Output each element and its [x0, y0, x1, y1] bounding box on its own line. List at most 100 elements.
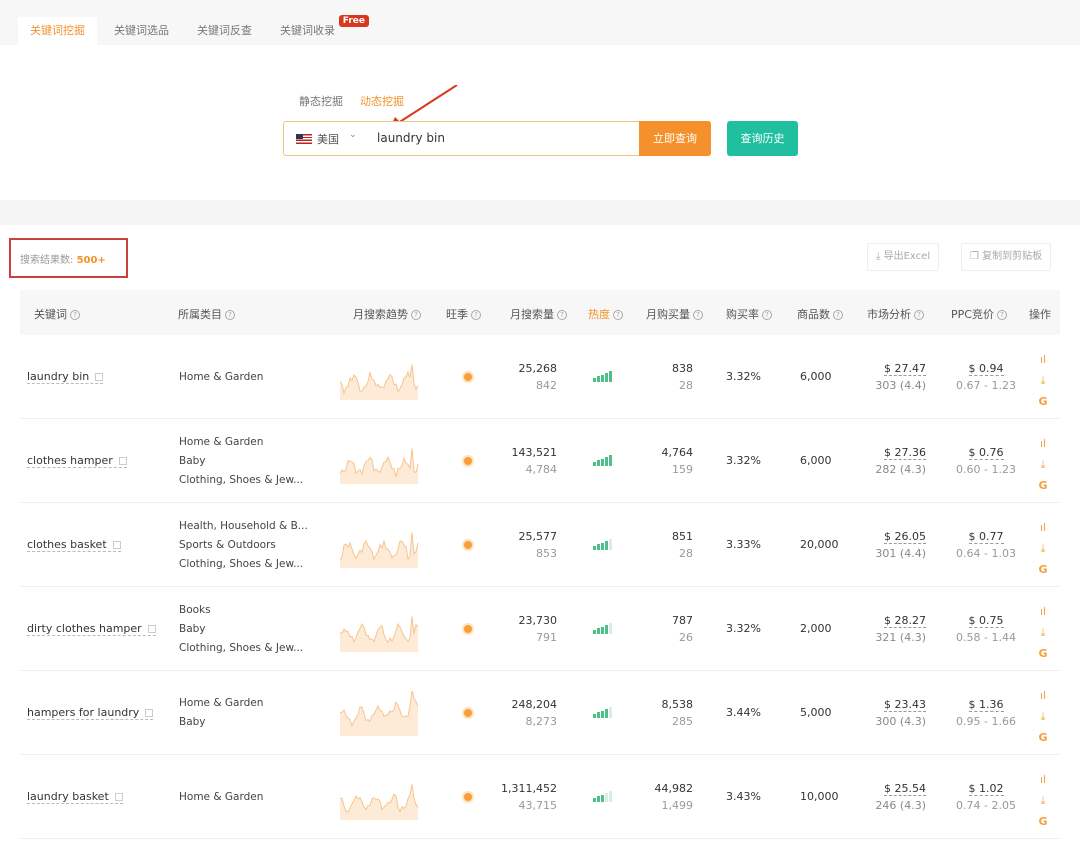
external-link-icon[interactable]: [147, 625, 156, 633]
external-link-icon[interactable]: [95, 373, 104, 381]
category: Home & Garden: [179, 370, 264, 383]
ppc-value[interactable]: $ 0.77: [968, 530, 1004, 544]
column-header[interactable]: 商品数?: [797, 306, 843, 322]
column-header[interactable]: 购买率?: [726, 306, 772, 322]
help-icon: ?: [557, 310, 567, 320]
google-icon[interactable]: G: [1038, 647, 1048, 660]
download-icon[interactable]: ⤓: [1040, 710, 1046, 723]
google-icon[interactable]: G: [1038, 479, 1048, 492]
download-icon[interactable]: ⤓: [1040, 374, 1046, 387]
avg-price[interactable]: $ 28.27: [884, 614, 926, 628]
heat-bar: [597, 628, 600, 634]
column-label: 月购买量: [646, 308, 690, 321]
ppc-bid: $ 0.77 0.64 - 1.03: [955, 528, 1017, 562]
column-header[interactable]: 月搜索量?: [510, 306, 567, 322]
external-link-icon[interactable]: [145, 709, 154, 717]
heat-bar: [605, 708, 608, 718]
table-row: hampers for laundry Home & Garden Baby 248,…: [20, 671, 1060, 755]
search-input[interactable]: laundry bin: [377, 131, 445, 145]
mode-static[interactable]: 静态挖掘: [299, 95, 343, 108]
avg-price[interactable]: $ 23.43: [884, 698, 926, 712]
ppc-value[interactable]: $ 0.75: [968, 614, 1004, 628]
chart-icon[interactable]: ıl: [1039, 437, 1047, 450]
ppc-value[interactable]: $ 0.76: [968, 446, 1004, 460]
export-excel-button[interactable]: ⤓ 导出Excel: [867, 243, 940, 271]
daily-search: 791: [536, 631, 557, 644]
search-button[interactable]: 立即查询: [639, 121, 711, 156]
column-label: 商品数: [797, 308, 830, 321]
market-analysis: $ 25.54 246 (4.3): [875, 780, 926, 814]
tab-keyword-product[interactable]: 关键词选品: [114, 24, 169, 37]
reviews: 321 (4.3): [875, 631, 926, 644]
keyword-link[interactable]: clothes hamper: [27, 454, 127, 468]
download-icon[interactable]: ⤓: [1040, 542, 1046, 555]
history-button[interactable]: 查询历史: [727, 121, 798, 156]
heat-bar: [593, 378, 596, 382]
chart-icon[interactable]: ıl: [1039, 353, 1047, 366]
column-header[interactable]: 旺季?: [446, 306, 481, 322]
column-header[interactable]: 所属类目?: [178, 306, 235, 322]
heat-bar: [609, 539, 612, 550]
google-icon[interactable]: G: [1038, 563, 1048, 576]
keyword-link[interactable]: hampers for laundry: [27, 706, 154, 720]
download-icon[interactable]: ⤓: [1040, 794, 1046, 807]
country-select[interactable]: 美国: [317, 133, 339, 146]
google-icon[interactable]: G: [1038, 815, 1048, 828]
monthly-search: 143,521: [511, 446, 558, 459]
download-icon[interactable]: ⤓: [1040, 626, 1046, 639]
column-header[interactable]: 热度?: [588, 306, 623, 322]
table-row: clothes hamper Home & Garden Baby Clothing,…: [20, 419, 1060, 503]
category-list: Home & Garden Baby: [179, 694, 263, 732]
category: Baby: [179, 622, 206, 635]
chart-icon[interactable]: ıl: [1039, 605, 1047, 618]
avg-price[interactable]: $ 27.47: [884, 362, 926, 376]
copy-icon: ❐: [970, 251, 979, 262]
trend-sparkline: [340, 691, 419, 736]
tab-keyword-reverse[interactable]: 关键词反查: [197, 24, 252, 37]
column-header[interactable]: PPC竞价?: [951, 306, 1007, 322]
ppc-value[interactable]: $ 0.94: [968, 362, 1004, 376]
avg-price[interactable]: $ 27.36: [884, 446, 926, 460]
keyword-link[interactable]: laundry bin: [27, 370, 104, 384]
external-link-icon[interactable]: [118, 457, 127, 465]
external-link-icon[interactable]: [114, 793, 123, 801]
ppc-value[interactable]: $ 1.02: [968, 782, 1004, 796]
keyword-link[interactable]: clothes basket: [27, 538, 121, 552]
table-row: laundry basket Home & Garden 1,311,452 43,7…: [20, 755, 1060, 839]
ppc-bid: $ 0.94 0.67 - 1.23: [955, 360, 1017, 394]
chart-icon[interactable]: ıl: [1039, 773, 1047, 786]
monthly-search: 25,577: [518, 530, 558, 543]
column-header[interactable]: 市场分析?: [867, 306, 924, 322]
chart-icon[interactable]: ıl: [1039, 689, 1047, 702]
keyword-text: hampers for laundry: [27, 706, 140, 719]
column-header[interactable]: 操作: [1029, 306, 1051, 322]
purchase-rate: 3.44%: [726, 706, 761, 719]
avg-price[interactable]: $ 25.54: [884, 782, 926, 796]
google-icon[interactable]: G: [1038, 731, 1048, 744]
free-badge: Free: [338, 15, 369, 27]
heat-bar: [597, 376, 600, 382]
column-header[interactable]: 关键词?: [34, 306, 80, 322]
daily-search: 4,784: [525, 463, 558, 476]
mode-dynamic[interactable]: 动态挖掘: [360, 95, 404, 108]
ppc-range: 0.58 - 1.44: [956, 631, 1016, 644]
column-header[interactable]: 月购买量?: [646, 306, 703, 322]
tab-keyword-indexing[interactable]: 关键词收录 Free: [268, 15, 369, 45]
tab-keyword-mining[interactable]: 关键词挖掘: [18, 17, 97, 45]
avg-price[interactable]: $ 26.05: [884, 530, 926, 544]
daily-purchases: 285: [672, 715, 693, 728]
google-icon[interactable]: G: [1038, 395, 1048, 408]
results-panel: 搜索结果数: 500+ ⤓ 导出Excel ❐ 复制到剪贴板 关键词? 所属类目?…: [0, 225, 1080, 843]
heat-indicator: [593, 371, 612, 382]
column-header[interactable]: 月搜索趋势?: [353, 306, 421, 322]
copy-clipboard-button[interactable]: ❐ 复制到剪贴板: [961, 243, 1052, 271]
ppc-value[interactable]: $ 1.36: [968, 698, 1004, 712]
chevron-down-icon[interactable]: ⌄: [349, 130, 357, 140]
market-analysis: $ 27.36 282 (4.3): [875, 444, 926, 478]
download-icon[interactable]: ⤓: [1040, 458, 1046, 471]
chart-icon[interactable]: ıl: [1039, 521, 1047, 534]
external-link-icon[interactable]: [112, 541, 121, 549]
keyword-link[interactable]: dirty clothes hamper: [27, 622, 156, 636]
keyword-link[interactable]: laundry basket: [27, 790, 123, 804]
peak-season-icon: [464, 709, 472, 717]
